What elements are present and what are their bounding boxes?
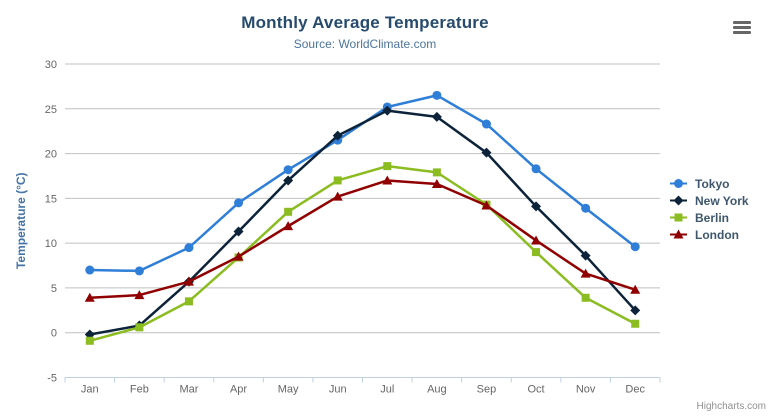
point-london-nov[interactable] (580, 268, 591, 278)
export-menu-button[interactable] (733, 21, 751, 34)
point-london-jan[interactable] (84, 292, 95, 302)
point-london-sep[interactable] (481, 200, 492, 210)
legend-label: New York (695, 193, 749, 208)
y-tick-label: 25 (45, 104, 57, 116)
point-new-york-sep[interactable] (481, 147, 492, 158)
point-tokyo-feb[interactable] (134, 266, 144, 276)
legend-marker-tokyo[interactable] (674, 179, 683, 188)
y-tick-label: 20 (45, 149, 57, 161)
point-berlin-nov[interactable] (581, 293, 590, 302)
x-tick-label-aug: Aug (427, 384, 447, 396)
point-london-apr[interactable] (233, 251, 244, 261)
point-new-york-oct[interactable] (531, 201, 542, 212)
new-york-diamond-icon (670, 195, 687, 206)
legend: Tokyo New York Berlin London (670, 175, 749, 243)
point-london-mar[interactable] (183, 276, 194, 286)
y-tick-label: 10 (45, 238, 57, 250)
point-new-york-nov[interactable] (580, 250, 591, 261)
series-line-berlin[interactable] (88, 164, 637, 343)
legend-label: London (695, 227, 739, 242)
point-london-oct[interactable] (531, 235, 542, 245)
point-tokyo-nov[interactable] (581, 203, 591, 213)
point-berlin-mar[interactable] (184, 297, 193, 306)
point-berlin-feb[interactable] (135, 323, 144, 332)
point-london-jun[interactable] (332, 191, 343, 201)
point-new-york-jun[interactable] (332, 130, 343, 141)
point-tokyo-oct[interactable] (531, 164, 541, 174)
point-berlin-oct[interactable] (532, 248, 541, 257)
point-berlin-aug[interactable] (432, 168, 441, 177)
x-tick-label-may: May (278, 384, 299, 396)
legend-item-berlin[interactable]: Berlin (670, 209, 749, 226)
series-line-tokyo[interactable] (88, 94, 637, 273)
hamburger-icon (733, 26, 751, 29)
point-tokyo-aug[interactable] (432, 90, 442, 100)
legend-item-london[interactable]: London (670, 226, 749, 243)
legend-label: Tokyo (695, 176, 730, 191)
point-london-dec[interactable] (630, 284, 641, 294)
series-line-new-york[interactable] (88, 109, 637, 336)
point-new-york-may[interactable] (283, 175, 294, 186)
x-tick-label-nov: Nov (576, 384, 596, 396)
x-tick-label-feb: Feb (130, 384, 149, 396)
x-tick-label-oct: Oct (527, 384, 544, 396)
legend-label: Berlin (695, 210, 730, 225)
point-berlin-may[interactable] (284, 207, 293, 216)
y-tick-label: -5 (47, 373, 57, 385)
point-new-york-dec[interactable] (630, 305, 641, 316)
point-berlin-jun[interactable] (333, 176, 342, 185)
y-axis-title: Temperature (°C) (14, 172, 28, 269)
point-new-york-apr[interactable] (233, 226, 244, 237)
legend-marker-london[interactable] (673, 229, 684, 239)
y-tick-label: 15 (45, 193, 57, 205)
hamburger-icon (733, 31, 751, 34)
hamburger-icon (733, 21, 751, 24)
point-berlin-dec[interactable] (631, 319, 640, 328)
credits-link[interactable]: Highcharts.com (696, 401, 766, 412)
chart-title: Monthly Average Temperature (241, 13, 489, 32)
series-tokyo[interactable] (85, 90, 640, 276)
x-tick-label-jan: Jan (81, 384, 99, 396)
y-tick-label: 0 (51, 328, 57, 340)
x-tick-label-jun: Jun (329, 384, 347, 396)
x-tick-label-sep: Sep (477, 384, 497, 396)
point-tokyo-mar[interactable] (184, 243, 194, 253)
point-tokyo-may[interactable] (283, 165, 293, 175)
point-london-aug[interactable] (431, 179, 442, 189)
point-tokyo-sep[interactable] (481, 119, 491, 129)
point-london-feb[interactable] (134, 290, 145, 300)
legend-item-tokyo[interactable]: Tokyo (670, 175, 749, 192)
point-tokyo-apr[interactable] (234, 198, 244, 208)
point-berlin-jul[interactable] (383, 162, 392, 171)
series-line-london[interactable] (88, 179, 637, 300)
y-tick-label: 5 (51, 283, 57, 295)
x-tick-label-jul: Jul (380, 384, 394, 396)
legend-marker-berlin[interactable] (674, 213, 683, 222)
series-london[interactable] (84, 175, 641, 302)
london-triangle-icon (670, 229, 687, 239)
point-new-york-aug[interactable] (431, 111, 442, 122)
point-tokyo-jan[interactable] (85, 265, 95, 275)
berlin-square-icon (670, 213, 687, 222)
series-new-york[interactable] (84, 105, 641, 340)
tokyo-circle-icon (670, 179, 687, 188)
y-tick-label: 30 (45, 59, 57, 71)
point-tokyo-dec[interactable] (630, 242, 640, 252)
x-tick-label-dec: Dec (625, 384, 645, 396)
legend-marker-new-york[interactable] (673, 195, 684, 206)
point-new-york-jul[interactable] (382, 105, 393, 116)
x-tick-label-mar: Mar (179, 384, 198, 396)
point-london-may[interactable] (283, 221, 294, 231)
x-tick-label-apr: Apr (230, 384, 247, 396)
point-berlin-jan[interactable] (85, 336, 94, 345)
point-london-jul[interactable] (382, 175, 393, 185)
legend-item-new-york[interactable]: New York (670, 192, 749, 209)
chart-subtitle: Source: WorldClimate.com (293, 37, 437, 51)
